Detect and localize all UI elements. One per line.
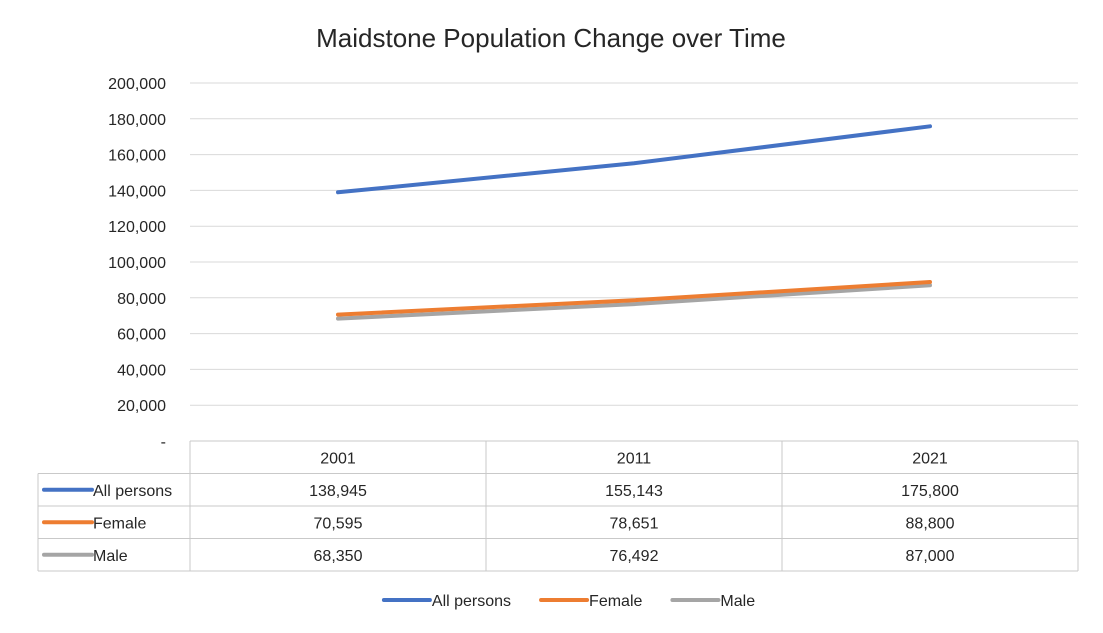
table-value-cell: 68,350 [314, 548, 363, 565]
table-series-label: Female [93, 515, 146, 532]
y-tick-label: 80,000 [117, 291, 166, 308]
table-header-cell: 2001 [320, 450, 356, 467]
table-header-cell: 2011 [617, 450, 652, 467]
y-tick-label: 180,000 [108, 112, 166, 129]
y-tick-label: 160,000 [108, 148, 166, 165]
y-tick-label: 20,000 [117, 398, 166, 415]
table-value-cell: 175,800 [901, 483, 959, 500]
table-value-cell: 78,651 [610, 515, 659, 532]
series-line-female [336, 280, 932, 317]
legend-item: All persons [381, 593, 511, 610]
y-axis: - 20,000 40,000 60,000 80,000 100,000 120,000 1… [108, 76, 166, 451]
y-tick-label: 60,000 [117, 327, 166, 344]
table-value-cell: 87,000 [906, 548, 955, 565]
series-line-male [336, 283, 932, 321]
table-value-cell: 76,492 [610, 548, 659, 565]
table-series-label: All persons [93, 483, 172, 500]
y-tick-label: - [161, 434, 166, 451]
table-value-cell: 70,595 [314, 515, 363, 532]
table-value-cell: 88,800 [906, 515, 955, 532]
table-header-cell: 2021 [912, 450, 948, 467]
series-lines [336, 124, 932, 321]
table-series-label: Male [93, 548, 128, 565]
legend-item: Male [670, 593, 755, 610]
table-value-cell: 138,945 [309, 483, 367, 500]
y-tick-label: 100,000 [108, 255, 166, 272]
y-tick-label: 140,000 [108, 183, 166, 200]
legend-label: Female [589, 593, 642, 610]
legend-label: All persons [432, 593, 511, 610]
legend: All persons Female Male [381, 593, 755, 610]
y-tick-label: 120,000 [108, 219, 166, 236]
legend-label: Male [720, 593, 755, 610]
gridlines [190, 82, 1078, 406]
legend-item: Female [539, 593, 643, 610]
y-tick-label: 40,000 [117, 362, 166, 379]
data-table: 2001 2011 2021 All persons 138,945 155,143 175… [37, 440, 1079, 572]
series-line-all-persons [336, 124, 932, 195]
table-value-cell: 155,143 [605, 483, 663, 500]
y-tick-label: 200,000 [108, 76, 166, 93]
chart-title: Maidstone Population Change over Time [316, 23, 786, 53]
